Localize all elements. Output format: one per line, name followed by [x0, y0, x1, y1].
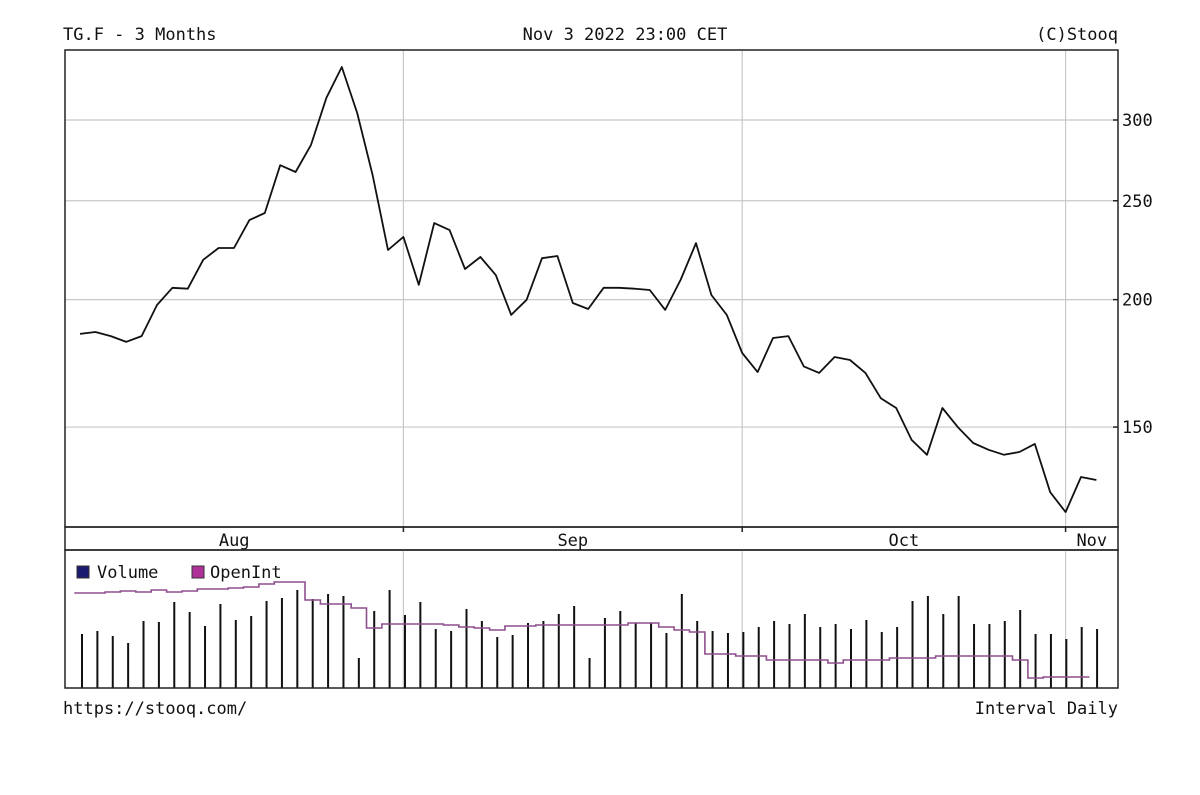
month-label: Nov — [1076, 531, 1107, 551]
month-labels: Aug Sep Oct Nov — [219, 527, 1107, 551]
y-axis-ticks: 300 250 200 150 — [1113, 111, 1153, 438]
month-label: Oct — [889, 531, 920, 551]
chart-title: TG.F - 3 Months — [63, 25, 217, 45]
legend: Volume OpenInt — [76, 563, 282, 583]
source-url[interactable]: https://stooq.com/ — [63, 699, 247, 719]
volume-legend-swatch — [76, 565, 90, 579]
price-line — [79, 66, 1097, 513]
copyright: (C)Stooq — [1036, 25, 1118, 45]
openint-legend-swatch — [191, 565, 205, 579]
volume-legend-label: Volume — [97, 563, 158, 583]
price-panel-frame — [64, 49, 1119, 528]
volume-panel-frame — [64, 549, 1119, 689]
volume-grid — [402, 550, 1067, 688]
price-grid — [65, 50, 1118, 527]
interval-label: Interval Daily — [975, 699, 1118, 719]
y-tick-label: 150 — [1122, 418, 1153, 438]
month-label: Aug — [219, 531, 250, 551]
volume-bars — [81, 590, 1099, 688]
y-tick-label: 250 — [1122, 192, 1153, 212]
openint-line — [74, 581, 1090, 679]
chart-timestamp: Nov 3 2022 23:00 CET — [523, 25, 728, 45]
openint-legend-label: OpenInt — [210, 563, 282, 583]
month-label: Sep — [557, 531, 588, 551]
y-tick-label: 300 — [1122, 111, 1153, 131]
y-tick-label: 200 — [1122, 291, 1153, 311]
